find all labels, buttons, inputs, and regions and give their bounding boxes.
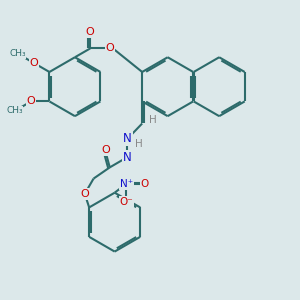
- Text: O: O: [30, 58, 38, 68]
- Text: N: N: [123, 151, 132, 164]
- Text: CH₃: CH₃: [6, 106, 23, 115]
- Text: O: O: [141, 179, 149, 190]
- Text: H: H: [149, 115, 157, 125]
- Text: O: O: [86, 27, 94, 37]
- Text: O: O: [101, 145, 110, 155]
- Text: CH₃: CH₃: [9, 49, 26, 58]
- Text: H: H: [135, 139, 142, 149]
- Text: O: O: [106, 44, 114, 53]
- Text: O⁻: O⁻: [120, 196, 133, 206]
- Text: O: O: [27, 96, 35, 106]
- Text: O: O: [80, 189, 89, 199]
- Text: N: N: [123, 132, 132, 145]
- Text: N⁺: N⁺: [120, 179, 133, 190]
